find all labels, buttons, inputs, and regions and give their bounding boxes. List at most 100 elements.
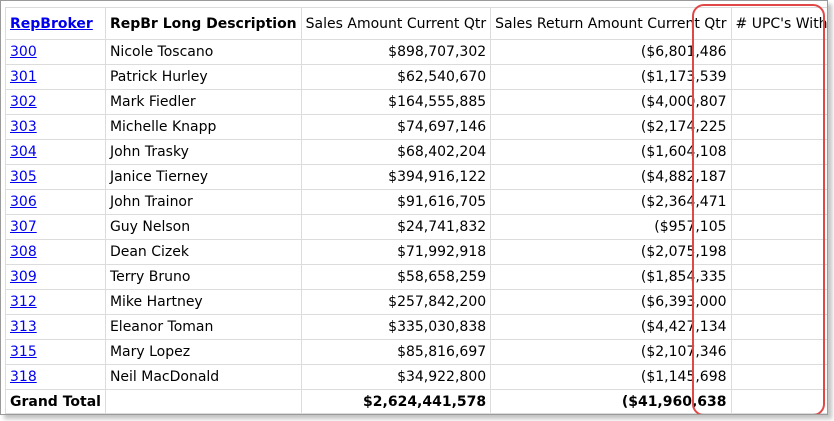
repbroker-cell[interactable]: 304 [5, 139, 106, 165]
upcs-cell: 41 [730, 189, 827, 215]
sales-cell: $91,616,705 [300, 189, 492, 215]
repbroker-link[interactable]: 313 [10, 319, 37, 335]
table-row: 304 John Trasky$68,402,204($1,604,10837 [5, 139, 827, 165]
description-cell: Michelle Knapp [104, 114, 302, 140]
description-cell: Mark Fiedler [104, 89, 302, 115]
description-cell: Nicole Toscano [104, 39, 302, 65]
repbroker-cell[interactable]: 301 [5, 64, 106, 90]
grand-total-row: Grand Total $2,624,441,578 ($41,960,638 … [5, 389, 827, 414]
sales-header: Sales Amount Current Qtr [300, 7, 492, 40]
returns-cell: ($1,604,108 [490, 139, 732, 165]
sales-cell: $257,842,200 [300, 289, 492, 315]
repbroker-cell[interactable]: 307 [5, 214, 106, 240]
table-row: 303 Michelle Knapp$74,697,146($2,174,2253… [5, 114, 827, 140]
sales-cell: $164,555,885 [300, 89, 492, 115]
table-row: 313 Eleanor Toman$335,030,838($4,427,1343… [5, 314, 827, 340]
repbroker-link[interactable]: 315 [10, 344, 37, 360]
upcs-cell: 29 [730, 289, 827, 315]
repbroker-link[interactable]: 300 [10, 44, 37, 60]
sales-cell: $335,030,838 [300, 314, 492, 340]
repbroker-link[interactable]: 301 [10, 69, 37, 85]
repbroker-cell[interactable]: 308 [5, 239, 106, 265]
returns-cell: ($4,000,807 [490, 89, 732, 115]
repbroker-link[interactable]: 304 [10, 144, 37, 160]
sales-cell: $34,922,800 [300, 364, 492, 390]
sales-cell: $68,402,204 [300, 139, 492, 165]
repbroker-link[interactable]: 309 [10, 269, 37, 285]
repbroker-cell[interactable]: 302 [5, 89, 106, 115]
repbroker-link[interactable]: 303 [10, 119, 37, 135]
returns-cell: ($4,427,134 [490, 314, 732, 340]
header-row: RepBroker RepBr Long Description Sales A… [5, 7, 827, 40]
sales-cell: $71,992,918 [300, 239, 492, 265]
sales-cell: $24,741,832 [300, 214, 492, 240]
repbroker-cell[interactable]: 300 [5, 39, 106, 65]
repbroker-link[interactable]: 306 [10, 194, 37, 210]
returns-cell: ($2,107,346 [490, 339, 732, 365]
repbroker-link[interactable]: 312 [10, 294, 37, 310]
table-row: 301 Patrick Hurley$62,540,670($1,173,5394… [5, 64, 827, 90]
returns-cell: ($6,393,000 [490, 289, 732, 315]
description-cell: John Trainor [104, 189, 302, 215]
sales-cell: $62,540,670 [300, 64, 492, 90]
returns-cell: ($2,364,471 [490, 189, 732, 215]
upcs-cell: 28 [730, 264, 827, 290]
returns-header: Sales Return Amount Current Qtr [490, 7, 732, 40]
returns-cell: ($1,145,698 [490, 364, 732, 390]
repbroker-cell[interactable]: 313 [5, 314, 106, 340]
description-cell: Dean Cizek [104, 239, 302, 265]
repbroker-cell[interactable]: 318 [5, 364, 106, 390]
repbroker-link[interactable]: 305 [10, 169, 37, 185]
table-row: 318 Neil MacDonald$34,922,800($1,145,6983… [5, 364, 827, 390]
repbroker-link[interactable]: 307 [10, 219, 37, 235]
upcs-cell: 32 [730, 114, 827, 140]
repbroker-cell[interactable]: 305 [5, 164, 106, 190]
repbroker-link[interactable]: 318 [10, 369, 37, 385]
grand-total-label: Grand Total [5, 389, 106, 414]
description-cell: Janice Tierney [104, 164, 302, 190]
table-row: 302 Mark Fiedler$164,555,885($4,000,80762 [5, 89, 827, 115]
description-cell: Neil MacDonald [104, 364, 302, 390]
sales-cell: $58,658,259 [300, 264, 492, 290]
sales-cell: $394,916,122 [300, 164, 492, 190]
repbroker-link[interactable]: 302 [10, 94, 37, 110]
description-cell: Mary Lopez [104, 339, 302, 365]
table-row: 307 Guy Nelson$24,741,832($957,10528 [5, 214, 827, 240]
grand-total-upcs: 101 [730, 389, 827, 414]
repbroker-cell[interactable]: 309 [5, 264, 106, 290]
report-frame: RepBroker RepBr Long Description Sales A… [0, 0, 828, 415]
repbroker-cell[interactable]: 303 [5, 114, 106, 140]
returns-cell: ($2,075,198 [490, 239, 732, 265]
grand-total-returns: ($41,960,638 [490, 389, 732, 414]
repbroker-cell[interactable]: 312 [5, 289, 106, 315]
table-row: 315 Mary Lopez$85,816,697($2,107,34638 [5, 339, 827, 365]
repbroker-cell[interactable]: 306 [5, 189, 106, 215]
upcs-header: # UPC's With Sales [730, 7, 827, 40]
returns-cell: ($6,801,486 [490, 39, 732, 65]
returns-cell: ($1,173,539 [490, 64, 732, 90]
table-row: 309 Terry Bruno$58,658,259($1,854,33528 [5, 264, 827, 290]
sales-cell: $74,697,146 [300, 114, 492, 140]
grand-total-description [104, 389, 302, 414]
description-header: RepBr Long Description [104, 7, 302, 40]
returns-cell: ($4,882,187 [490, 164, 732, 190]
description-cell: Patrick Hurley [104, 64, 302, 90]
description-cell: Terry Bruno [104, 264, 302, 290]
description-cell: Mike Hartney [104, 289, 302, 315]
upcs-cell: 62 [730, 89, 827, 115]
upcs-cell: 47 [730, 64, 827, 90]
upcs-cell: 28 [730, 214, 827, 240]
description-cell: Eleanor Toman [104, 314, 302, 340]
description-cell: John Trasky [104, 139, 302, 165]
upcs-cell: 32 [730, 364, 827, 390]
upcs-cell: 37 [730, 139, 827, 165]
repbroker-link[interactable]: 308 [10, 244, 37, 260]
repbroker-cell[interactable]: 315 [5, 339, 106, 365]
repbroker-header[interactable]: RepBroker [5, 7, 106, 40]
returns-cell: ($1,854,335 [490, 264, 732, 290]
upcs-cell: 37 [730, 314, 827, 340]
repbroker-header-label[interactable]: RepBroker [10, 15, 93, 32]
upcs-cell: 31 [730, 239, 827, 265]
table-row: 300 Nicole Toscano $898,707,302 ($6,801,486… [5, 39, 827, 65]
description-cell: Guy Nelson [104, 214, 302, 240]
